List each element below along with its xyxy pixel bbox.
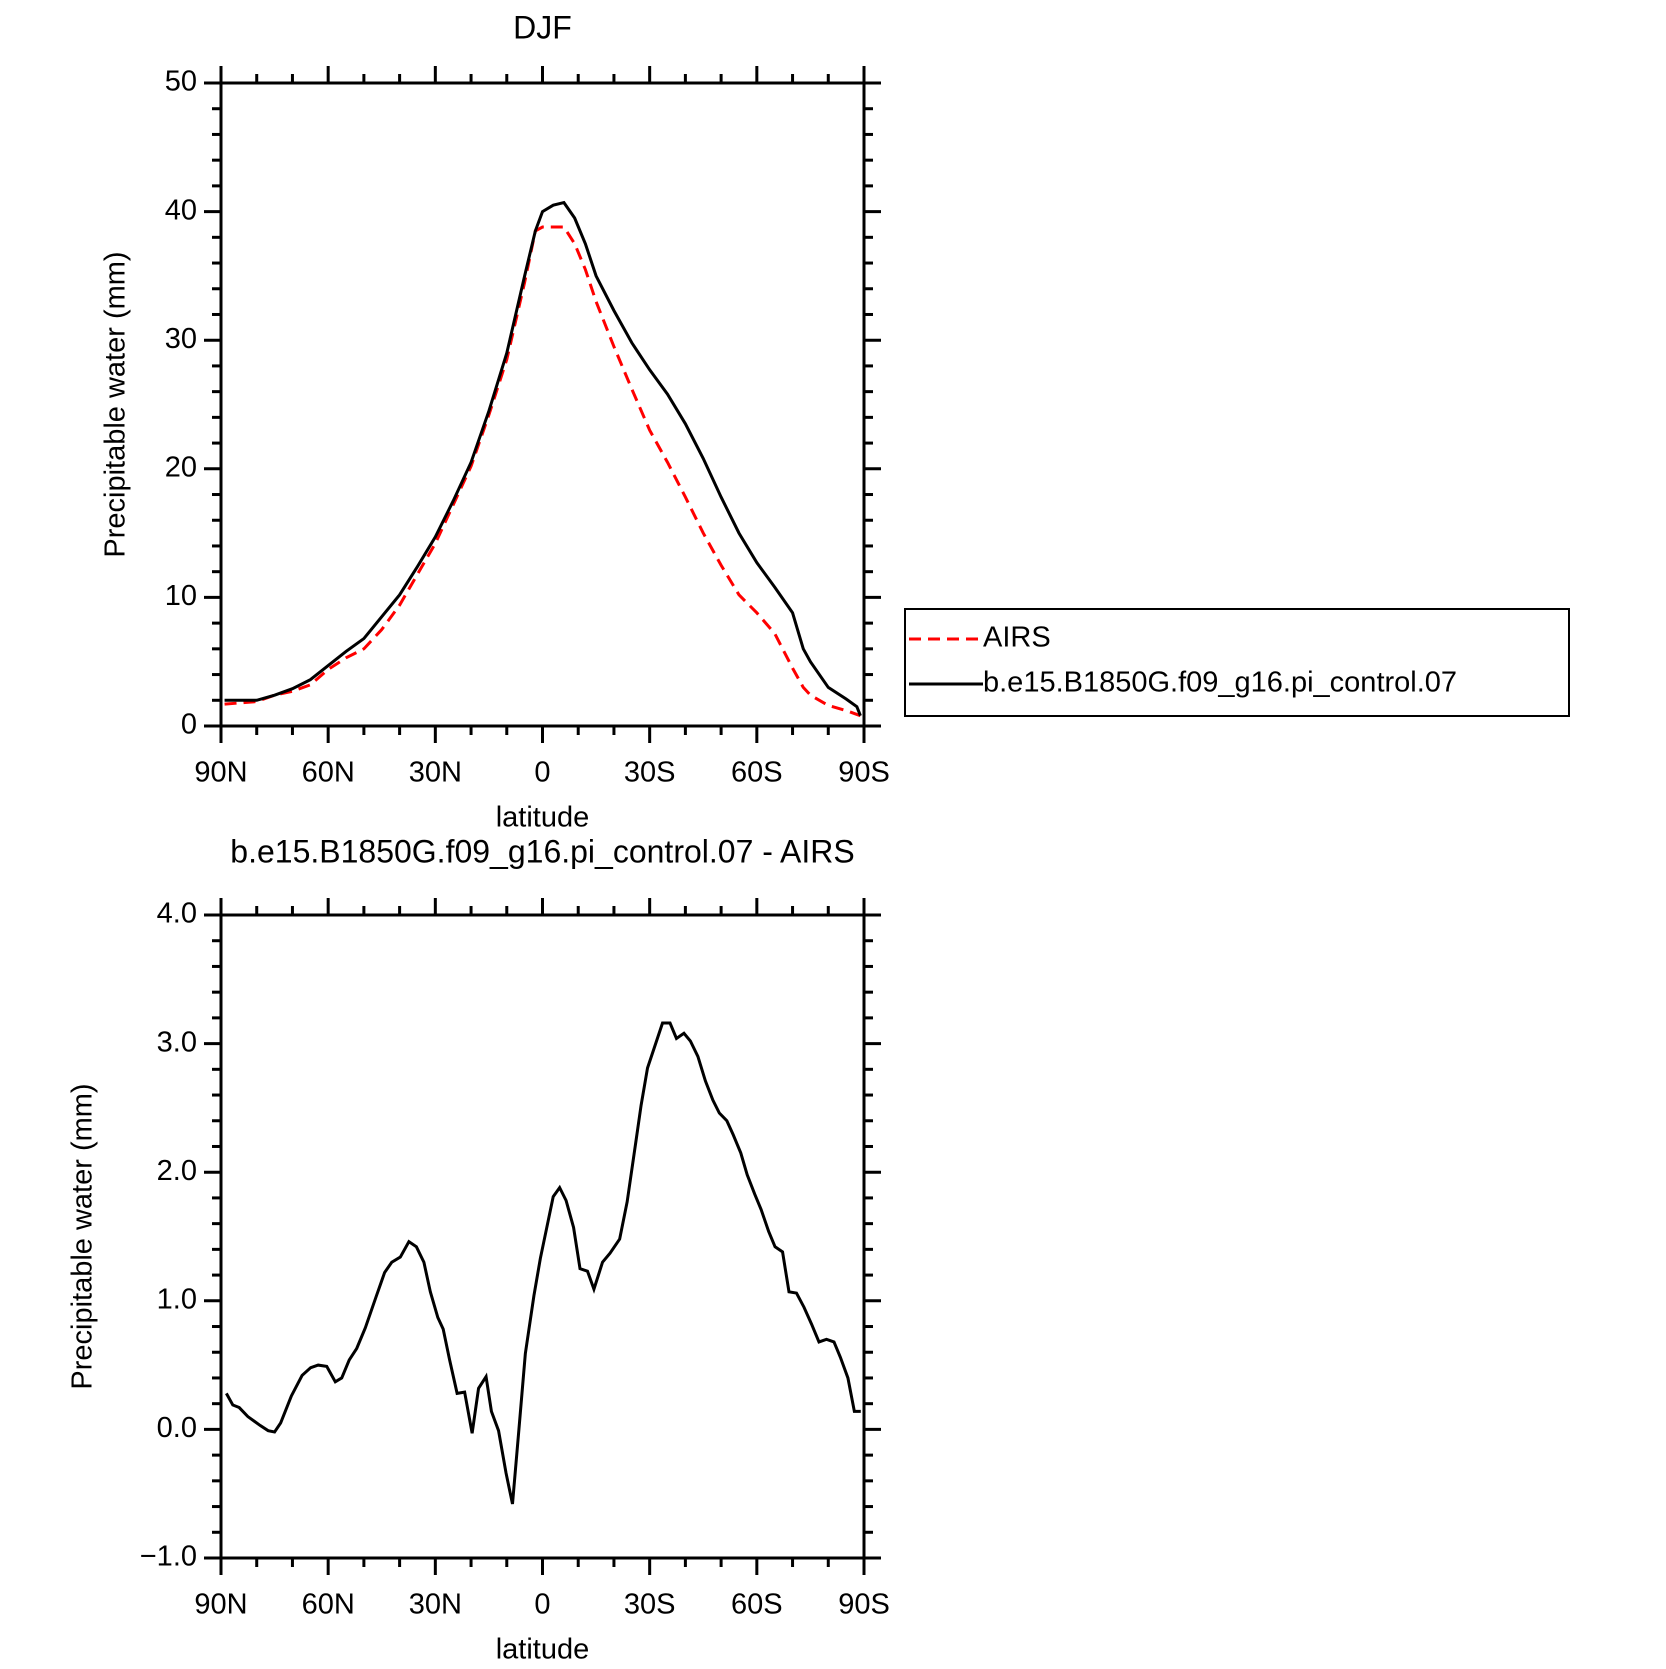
- y-tick-label: 40: [165, 194, 197, 226]
- legend-label: b.e15.B1850G.f09_g16.pi_control.07: [983, 667, 1457, 699]
- x-axis-label: latitude: [496, 1634, 590, 1666]
- y-tick-label: 20: [165, 451, 197, 483]
- y-tick-label: 1.0: [157, 1283, 197, 1315]
- y-tick-label: 0.0: [157, 1412, 197, 1444]
- chart-title: DJF: [513, 9, 572, 45]
- x-tick-label: 90S: [838, 757, 890, 789]
- y-axis-label: Precipitable water (mm): [67, 1083, 99, 1389]
- x-axis-label: latitude: [496, 802, 590, 834]
- y-tick-label: 3.0: [157, 1026, 197, 1058]
- x-tick-label: 60S: [731, 757, 783, 789]
- x-tick-label: 60S: [731, 1589, 783, 1621]
- legend-box: [904, 608, 1570, 717]
- x-tick-label: 30S: [624, 757, 676, 789]
- plot-frame: [219, 81, 866, 728]
- legend-label: AIRS: [983, 622, 1051, 654]
- x-tick-label: 90S: [838, 1589, 890, 1621]
- x-tick-label: 90N: [194, 757, 247, 789]
- x-tick-label: 60N: [302, 757, 355, 789]
- x-tick-label: 0: [534, 757, 550, 789]
- chart-title: b.e15.B1850G.f09_g16.pi_control.07 - AIR…: [230, 833, 854, 869]
- x-tick-label: 30N: [409, 757, 462, 789]
- y-tick-label: 10: [165, 580, 197, 612]
- x-tick-label: 30N: [409, 1589, 462, 1621]
- y-axis-label: Precipitable water (mm): [100, 251, 132, 557]
- y-tick-label: 0: [181, 709, 197, 741]
- x-tick-label: 60N: [302, 1589, 355, 1621]
- series-line: [224, 200, 862, 717]
- series-line: [224, 225, 861, 718]
- x-tick-label: 30S: [624, 1589, 676, 1621]
- series-line: [225, 1021, 861, 1505]
- y-tick-label: 4.0: [157, 898, 197, 930]
- y-tick-label: −1.0: [140, 1541, 197, 1573]
- x-tick-label: 90N: [194, 1589, 247, 1621]
- y-tick-label: 2.0: [157, 1155, 197, 1187]
- plot-frame: [219, 913, 866, 1560]
- y-tick-label: 30: [165, 323, 197, 355]
- y-tick-label: 50: [165, 66, 197, 98]
- x-tick-label: 0: [534, 1589, 550, 1621]
